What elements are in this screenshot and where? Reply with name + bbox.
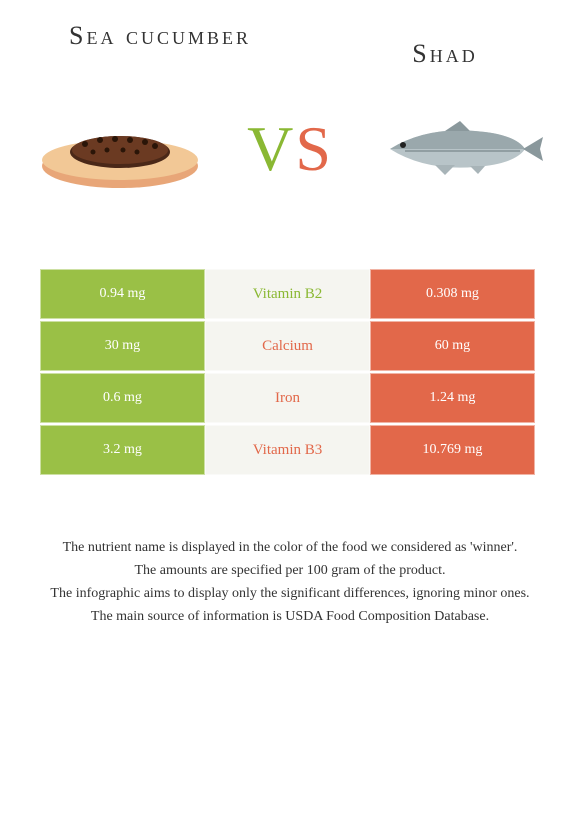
footer-notes: The nutrient name is displayed in the co… [0, 477, 580, 627]
footer-line: The nutrient name is displayed in the co… [30, 537, 550, 558]
comparison-table: 0.94 mg Vitamin B2 0.308 mg 30 mg Calciu… [40, 269, 540, 475]
footer-line: The infographic aims to display only the… [30, 583, 550, 604]
images-row: VS [0, 69, 580, 239]
left-value: 0.6 mg [40, 373, 205, 423]
title-left: Sea cucumber [60, 20, 260, 69]
right-value: 0.308 mg [370, 269, 535, 319]
vs-label: VS [247, 112, 333, 186]
footer-line: The main source of information is USDA F… [30, 606, 550, 627]
title-right: Shad [370, 20, 520, 69]
table-row: 0.6 mg Iron 1.24 mg [40, 373, 540, 423]
right-value: 1.24 mg [370, 373, 535, 423]
nutrient-label: Calcium [205, 321, 370, 371]
shad-image [370, 89, 550, 209]
table-row: 30 mg Calcium 60 mg [40, 321, 540, 371]
left-value: 3.2 mg [40, 425, 205, 475]
footer-line: The amounts are specified per 100 gram o… [30, 560, 550, 581]
nutrient-label: Iron [205, 373, 370, 423]
nutrient-label: Vitamin B3 [205, 425, 370, 475]
left-value: 30 mg [40, 321, 205, 371]
left-value: 0.94 mg [40, 269, 205, 319]
vs-v: V [247, 113, 295, 184]
table-row: 3.2 mg Vitamin B3 10.769 mg [40, 425, 540, 475]
vs-s: S [295, 113, 333, 184]
header: Sea cucumber Shad [0, 0, 580, 69]
right-value: 60 mg [370, 321, 535, 371]
table-row: 0.94 mg Vitamin B2 0.308 mg [40, 269, 540, 319]
sea-cucumber-image [30, 89, 210, 209]
right-value: 10.769 mg [370, 425, 535, 475]
nutrient-label: Vitamin B2 [205, 269, 370, 319]
